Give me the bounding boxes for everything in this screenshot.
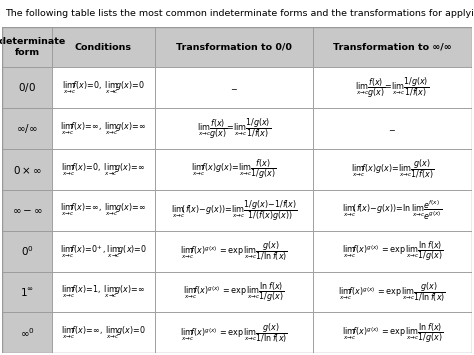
Bar <box>155 149 313 190</box>
Text: $\lim_{x\to c}\! f(x)=\infty,\;\lim_{x\to c}\! g(x)=0$: $\lim_{x\to c}\! f(x)=\infty,\;\lim_{x\t… <box>61 325 146 341</box>
Text: Conditions: Conditions <box>75 43 132 51</box>
Bar <box>52 312 155 353</box>
Text: $\lim_{x\to c}\! f(x)=0^+,\lim_{x\to c}\! g(x)=0$: $\lim_{x\to c}\! f(x)=0^+,\lim_{x\to c}\… <box>60 243 147 260</box>
Bar <box>52 231 155 272</box>
Bar <box>313 27 472 67</box>
Text: $\lim_{x\to c}\! f(x)^{g(x)}=\exp\lim_{x\to c}\dfrac{\ln f(x)}{1/g(x)}$: $\lim_{x\to c}\! f(x)^{g(x)}=\exp\lim_{x… <box>342 239 443 263</box>
Bar <box>155 67 313 108</box>
Text: $\infty-\infty$: $\infty-\infty$ <box>11 205 43 215</box>
Text: $0\times\infty$: $0\times\infty$ <box>12 164 41 175</box>
Text: $\lim_{x\to c}\! f(x)=1,\;\lim_{x\to c}\! g(x)=\infty$: $\lim_{x\to c}\! f(x)=1,\;\lim_{x\to c}\… <box>61 284 146 300</box>
Bar <box>155 190 313 231</box>
Bar <box>52 149 155 190</box>
Text: $\lim_{x\to c}\dfrac{f(x)}{g(x)}=\lim_{x\to c}\dfrac{1/g(x)}{1/f(x)}$: $\lim_{x\to c}\dfrac{f(x)}{g(x)}=\lim_{x… <box>356 76 429 100</box>
Text: $\lim_{x\to c}\dfrac{f(x)}{g(x)}=\lim_{x\to c}\dfrac{1/g(x)}{1/f(x)}$: $\lim_{x\to c}\dfrac{f(x)}{g(x)}=\lim_{x… <box>197 116 271 141</box>
Text: $0^0$: $0^0$ <box>20 244 33 258</box>
Text: $\lim_{x\to c}\! f(x)=\infty,\;\lim_{x\to c}\! g(x)=\infty$: $\lim_{x\to c}\! f(x)=\infty,\;\lim_{x\t… <box>60 202 146 218</box>
Text: $\lim_{x\to c}\!(f(x)-g(x))=\ln\lim_{x\to c}\dfrac{e^{f(x)}}{e^{g(x)}}$: $\lim_{x\to c}\!(f(x)-g(x))=\ln\lim_{x\t… <box>342 199 442 222</box>
Text: Indeterminate
form: Indeterminate form <box>0 37 65 57</box>
Bar <box>313 312 472 353</box>
Bar <box>313 272 472 312</box>
Text: $-$: $-$ <box>389 124 396 133</box>
Bar <box>52 27 155 67</box>
Bar <box>52 272 155 312</box>
Text: $-$: $-$ <box>230 83 238 92</box>
Bar <box>313 67 472 108</box>
Bar <box>313 149 472 190</box>
Bar <box>155 272 313 312</box>
Text: $\lim_{x\to c}\! f(x)^{g(x)}=\exp\lim_{x\to c}\dfrac{g(x)}{1/\ln f(x)}$: $\lim_{x\to c}\! f(x)^{g(x)}=\exp\lim_{x… <box>338 280 447 304</box>
Bar <box>2 312 52 353</box>
Bar <box>155 312 313 353</box>
Bar <box>155 27 313 67</box>
Bar <box>2 27 52 67</box>
Text: $\infty/\infty$: $\infty/\infty$ <box>16 122 38 135</box>
Bar <box>52 190 155 231</box>
Bar <box>155 108 313 149</box>
Text: $1^{\infty}$: $1^{\infty}$ <box>20 286 34 298</box>
Text: $\lim_{x\to c}\! f(x)g(x)=\lim_{x\to c}\dfrac{g(x)}{1/f(x)}$: $\lim_{x\to c}\! f(x)g(x)=\lim_{x\to c}\… <box>351 158 434 181</box>
Bar <box>2 231 52 272</box>
Text: $\lim_{x\to c}\! f(x)=0,\;\lim_{x\to c}\! g(x)=\infty$: $\lim_{x\to c}\! f(x)=0,\;\lim_{x\to c}\… <box>61 162 146 178</box>
Text: The following table lists the most common indeterminate forms and the transforma: The following table lists the most commo… <box>5 8 474 18</box>
Text: $\lim_{x\to c}\! f(x)^{g(x)}=\exp\lim_{x\to c}\dfrac{\ln f(x)}{1/g(x)}$: $\lim_{x\to c}\! f(x)^{g(x)}=\exp\lim_{x… <box>183 280 285 304</box>
Text: $\lim_{x\to c}\! f(x)g(x)=\lim_{x\to c}\dfrac{f(x)}{1/g(x)}$: $\lim_{x\to c}\! f(x)g(x)=\lim_{x\to c}\… <box>191 158 277 181</box>
Text: $\lim_{x\to c}\! f(x)^{g(x)}=\exp\lim_{x\to c}\dfrac{\ln f(x)}{1/g(x)}$: $\lim_{x\to c}\! f(x)^{g(x)}=\exp\lim_{x… <box>342 321 443 345</box>
Text: $\lim_{x\to c}\! f(x)=0,\;\lim_{x\to c}\! g(x)=0$: $\lim_{x\to c}\! f(x)=0,\;\lim_{x\to c}\… <box>62 80 145 96</box>
Text: $\lim_{x\to c}\! f(x)^{g(x)}=\exp\lim_{x\to c}\dfrac{g(x)}{1/\ln f(x)}$: $\lim_{x\to c}\! f(x)^{g(x)}=\exp\lim_{x… <box>180 321 288 345</box>
Bar <box>2 108 52 149</box>
Bar <box>2 67 52 108</box>
Bar <box>2 272 52 312</box>
Bar <box>52 108 155 149</box>
Text: $\lim_{x\to c}\! f(x)=\infty,\;\lim_{x\to c}\! g(x)=\infty$: $\lim_{x\to c}\! f(x)=\infty,\;\lim_{x\t… <box>60 121 146 137</box>
Bar <box>155 231 313 272</box>
Bar <box>2 149 52 190</box>
Bar <box>52 67 155 108</box>
Text: Transformation to ∞/∞: Transformation to ∞/∞ <box>333 43 452 51</box>
Text: $\infty^0$: $\infty^0$ <box>19 327 35 339</box>
Text: $\lim_{x\to c}\!(f(x)-g(x))=\lim_{x\to c}\dfrac{1/g(x)-1/f(x)}{1/(f(x)g(x))}$: $\lim_{x\to c}\!(f(x)-g(x))=\lim_{x\to c… <box>171 198 297 223</box>
Bar <box>313 108 472 149</box>
Bar <box>313 231 472 272</box>
Text: $0/0$: $0/0$ <box>18 81 36 94</box>
Bar <box>2 190 52 231</box>
Text: Transformation to 0/0: Transformation to 0/0 <box>176 43 292 51</box>
Text: $\lim_{x\to c}\! f(x)^{g(x)}=\exp\lim_{x\to c}\dfrac{g(x)}{1/\ln f(x)}$: $\lim_{x\to c}\! f(x)^{g(x)}=\exp\lim_{x… <box>180 239 288 263</box>
Bar <box>313 190 472 231</box>
